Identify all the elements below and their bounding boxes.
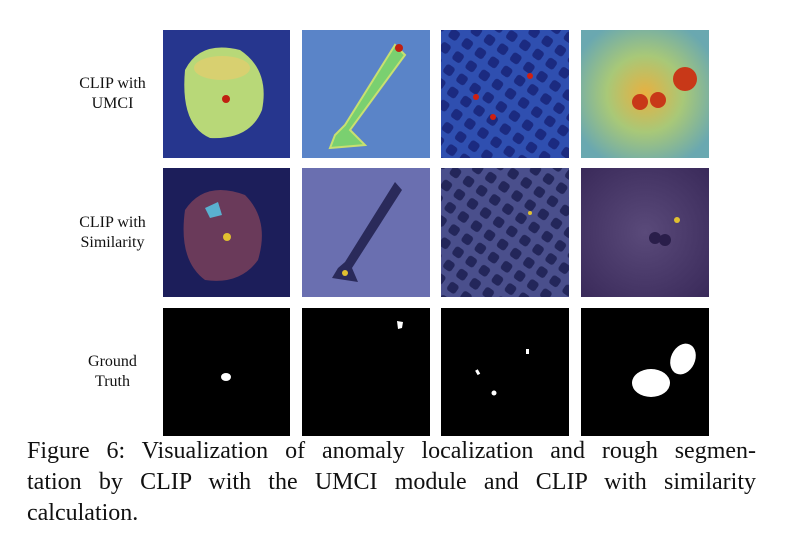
row-label: CLIP with UMCI xyxy=(60,74,165,114)
caption-line: calculation. xyxy=(27,500,139,526)
label-line: Truth xyxy=(95,373,130,390)
tile xyxy=(163,168,290,297)
row-label: CLIP with Similarity xyxy=(60,213,165,253)
row-label: Ground Truth xyxy=(60,352,165,392)
tile xyxy=(163,308,290,436)
tile xyxy=(163,30,290,158)
tile xyxy=(302,30,430,158)
figure-caption: Figure 6: Visualization of anomaly local… xyxy=(27,436,756,529)
label-line: Similarity xyxy=(80,234,145,251)
caption-line: Figure 6: Visualization of anomaly local… xyxy=(27,438,756,464)
tile xyxy=(581,308,709,436)
label-line: UMCI xyxy=(91,95,134,112)
tile xyxy=(441,168,569,297)
tile xyxy=(441,308,569,436)
label-line: CLIP with xyxy=(79,75,146,92)
label-line: CLIP with xyxy=(79,214,146,231)
tile xyxy=(441,30,569,158)
tile xyxy=(581,168,709,297)
tile xyxy=(302,308,430,436)
tile xyxy=(581,30,709,158)
caption-line: tation by CLIP with the UMCI module and … xyxy=(27,469,756,495)
tile xyxy=(302,168,430,297)
label-line: Ground xyxy=(88,353,137,370)
figure-tiles xyxy=(163,30,709,436)
